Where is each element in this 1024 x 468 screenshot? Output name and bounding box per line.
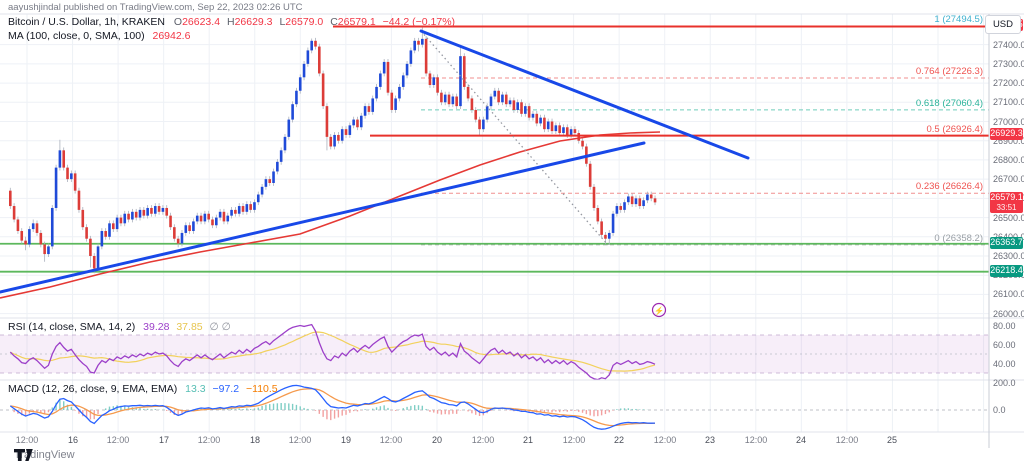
fib-level-label: 1 (27494.5) <box>934 14 983 25</box>
macd-tick-label: 0.0 <box>993 405 1006 415</box>
time-axis-label: 12:00 <box>835 435 859 445</box>
time-axis-label: 12:00 <box>106 435 130 445</box>
price-axis-badge: 26218.4 <box>990 265 1023 277</box>
open-value: 26623.4 <box>182 16 221 28</box>
high-label: H <box>226 16 235 28</box>
rsi-tick-label: 40.00 <box>993 359 1016 369</box>
price-axis-badge: 26363.7 <box>990 237 1023 249</box>
candles-layer <box>9 26 657 274</box>
price-axis-badge: 26579.1 33:51 <box>990 192 1023 213</box>
rsi-value: 39.28 <box>143 321 170 333</box>
open-label: O <box>173 16 183 28</box>
tradingview-logo-icon <box>14 449 33 461</box>
price-tick-label: 26000.0 <box>993 309 1024 319</box>
change-value: −44.2 (−0.17%) <box>382 16 456 28</box>
time-axis-label: 21 <box>522 435 533 445</box>
time-axis-label: 12:00 <box>288 435 312 445</box>
time-axis-label: 24 <box>795 435 806 445</box>
symbol-legend: Bitcoin / U.S. Dollar, 1h, KRAKEN O26623… <box>8 16 455 28</box>
ma-title: MA (100, close, 0, SMA, 100) <box>8 30 145 42</box>
rsi-legend: RSI (14, close, SMA, 14, 2) 39.28 37.85 … <box>8 321 231 333</box>
time-axis-label: 12:00 <box>471 435 495 445</box>
low-value: 26579.0 <box>285 16 324 28</box>
time-axis-label: 12:00 <box>744 435 768 445</box>
rsi-tick-label: 80.00 <box>993 321 1016 331</box>
symbol-title: Bitcoin / U.S. Dollar, 1h, KRAKEN <box>8 16 165 28</box>
macd-signal-line <box>10 388 656 427</box>
ma-value: 26942.6 <box>152 30 191 42</box>
high-value: 26629.3 <box>234 16 273 28</box>
price-axis-badge: 26929.3 <box>990 128 1023 140</box>
price-tick-label: 26500.0 <box>993 213 1024 223</box>
time-axis-label: 12:00 <box>379 435 403 445</box>
rsi-tick-label: 60.00 <box>993 340 1016 350</box>
rsi-title: RSI (14, close, SMA, 14, 2) <box>8 321 136 333</box>
countdown-timer: 33:51 <box>996 202 1017 212</box>
ma-legend: MA (100, close, 0, SMA, 100) 26942.6 <box>8 30 190 42</box>
price-tick-label: 27300.0 <box>993 59 1024 69</box>
rsi-ma-value: 37.85 <box>176 321 203 333</box>
publish-attribution: aayushjindal published on TradingView.co… <box>8 2 303 13</box>
rsi-sma-line <box>10 331 656 372</box>
time-axis-label: 22 <box>613 435 624 445</box>
time-axis-label: 23 <box>704 435 715 445</box>
low-label: L <box>279 16 286 28</box>
time-axis-label: 20 <box>431 435 442 445</box>
price-tick-label: 27000.0 <box>993 117 1024 127</box>
macd-tick-label: 200.0 <box>993 378 1016 388</box>
fib-level-label: 0 (26358.2) <box>934 233 983 244</box>
time-axis-label: 19 <box>340 435 351 445</box>
time-axis-label: 16 <box>67 435 78 445</box>
fib-level-label: 0.5 (26926.4) <box>926 124 983 135</box>
time-axis-label: 12:00 <box>562 435 586 445</box>
time-axis-label: 12:00 <box>197 435 221 445</box>
macd-legend: MACD (12, 26, close, 9, EMA, EMA) 13.3 −… <box>8 383 278 395</box>
currency-toggle-button[interactable]: USD <box>984 15 1021 34</box>
ascending-support-trendline <box>0 141 646 294</box>
time-axis-label: 12:00 <box>15 435 39 445</box>
price-tick-label: 26100.0 <box>993 289 1024 299</box>
close-label: C <box>330 16 338 28</box>
price-tick-label: 26700.0 <box>993 174 1024 184</box>
price-tick-label: 26300.0 <box>993 251 1024 261</box>
lightning-marker-icon <box>651 302 667 318</box>
fib-level-label: 0.618 (27060.4) <box>915 98 983 109</box>
rsi-line <box>9 323 656 381</box>
close-value: 26579.1 <box>337 16 376 28</box>
macd-title: MACD (12, 26, close, 9, EMA, EMA) <box>8 383 178 395</box>
price-tick-label: 26800.0 <box>993 155 1024 165</box>
time-axis-label: 25 <box>886 435 897 445</box>
macd-line-value: −97.2 <box>212 383 240 395</box>
rsi-extra: ∅ ∅ <box>209 321 231 333</box>
lightning-marker-glyph: ⚡ <box>654 306 664 316</box>
time-axis-label: 17 <box>158 435 169 445</box>
macd-hist-value: 13.3 <box>185 383 206 395</box>
fib-level-label: 0.764 (27226.3) <box>915 66 983 77</box>
descending-resistance-trendline <box>419 29 750 160</box>
tradingview-logo[interactable]: TradingView <box>14 449 75 461</box>
price-tick-label: 27400.0 <box>993 40 1024 50</box>
price-tick-label: 27200.0 <box>993 78 1024 88</box>
fib-level-label: 0.236 (26626.4) <box>915 181 983 192</box>
price-tick-label: 27100.0 <box>993 97 1024 107</box>
macd-line <box>9 384 656 430</box>
macd-signal-value: −110.5 <box>246 383 278 395</box>
time-axis-label: 18 <box>249 435 260 445</box>
time-axis-label: 12:00 <box>653 435 677 445</box>
price-tick-label: 26900.0 <box>993 136 1024 146</box>
